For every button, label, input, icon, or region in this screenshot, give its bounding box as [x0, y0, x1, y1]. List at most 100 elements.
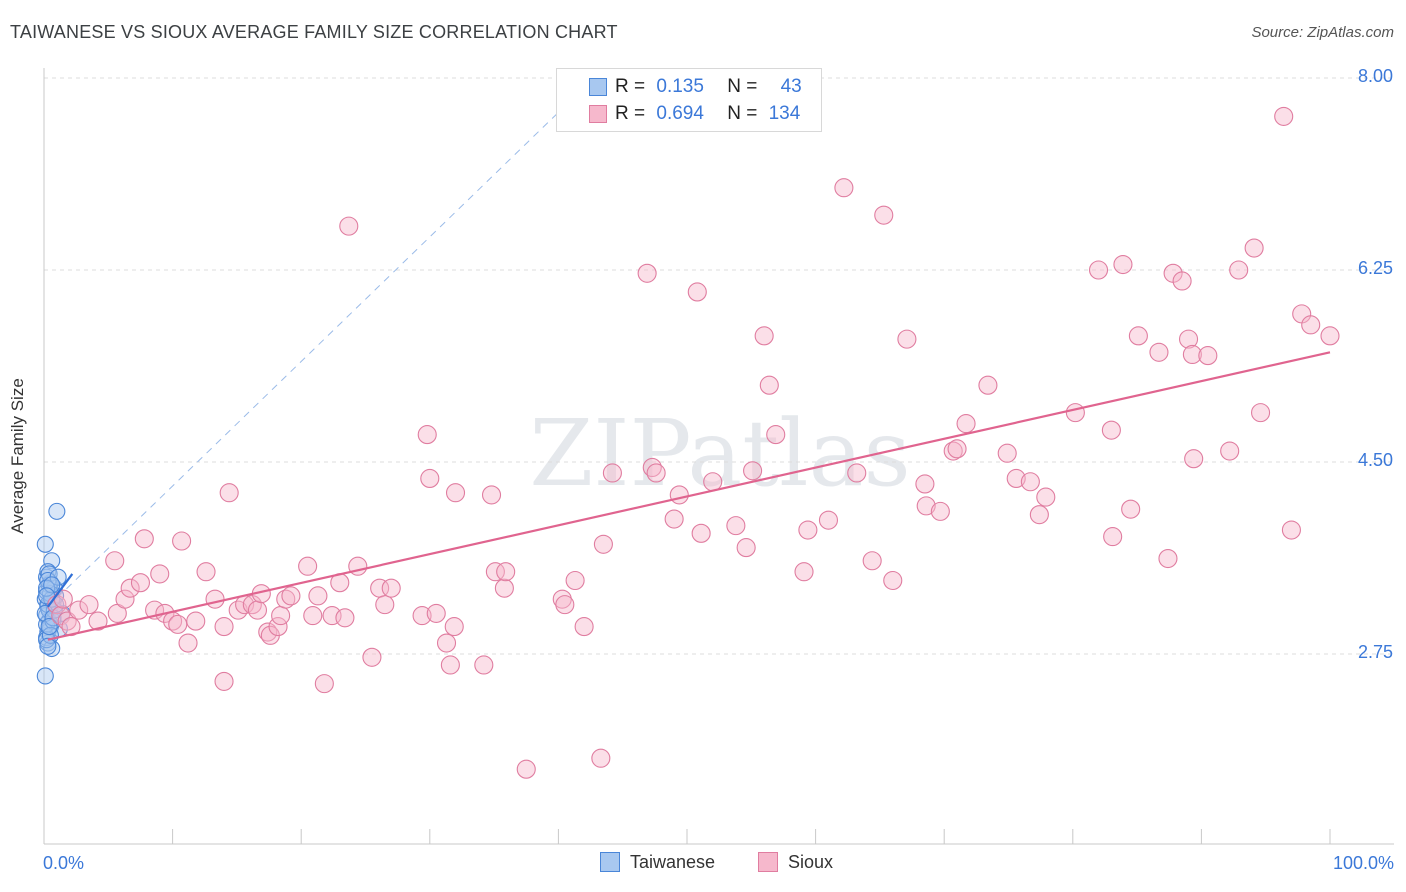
n-label: N = — [727, 76, 758, 97]
sioux-points — [47, 106, 1340, 779]
sioux-point — [1065, 403, 1085, 423]
sioux-point — [339, 216, 359, 236]
y-tick-label: 2.75 — [1357, 642, 1393, 662]
sioux-swatch — [589, 105, 607, 123]
taiwanese-trend-dashed — [47, 99, 572, 608]
taiwanese-trend-extension — [47, 99, 572, 608]
sioux-point — [375, 595, 395, 615]
sioux-point — [381, 578, 401, 598]
sioux-point — [314, 674, 334, 694]
sioux-point — [420, 468, 440, 489]
sioux-point — [997, 443, 1017, 463]
sioux-point — [1301, 315, 1321, 335]
sioux-point — [834, 178, 854, 198]
r-label: R = — [615, 76, 646, 97]
taiwanese-point — [43, 552, 61, 570]
taiwanese-points — [36, 502, 71, 685]
sioux-point — [1184, 449, 1204, 469]
axes — [43, 68, 1394, 845]
sioux-point — [436, 633, 457, 653]
sioux-point — [105, 551, 125, 571]
sioux-point — [862, 551, 882, 571]
sioux-point — [271, 606, 291, 626]
sioux-point — [214, 671, 234, 691]
sioux-point — [219, 483, 239, 503]
sioux-point — [1220, 441, 1240, 461]
sioux-point — [168, 614, 188, 634]
sioux-point — [1229, 260, 1249, 280]
sioux-point — [1244, 238, 1264, 258]
r-value: 0.135 — [656, 76, 704, 97]
sioux-point — [79, 595, 99, 615]
sioux-point — [1006, 468, 1026, 489]
sioux-point — [258, 622, 278, 642]
sioux-point — [766, 425, 786, 445]
sioux-swatch — [758, 852, 778, 872]
sioux-point — [1178, 329, 1199, 349]
sioux-point — [552, 589, 572, 609]
sioux-point — [130, 573, 150, 593]
sioux-point — [1088, 260, 1109, 280]
y-axis-label: Average Family Size — [8, 378, 27, 534]
legend-label: Taiwanese — [630, 852, 716, 872]
taiwanese-point — [40, 565, 58, 583]
taiwanese-point — [36, 667, 54, 685]
sioux-point — [1172, 271, 1192, 291]
sioux-point — [1274, 106, 1294, 126]
sioux-point — [883, 570, 903, 591]
sioux-point — [134, 529, 154, 549]
sioux-point — [1128, 326, 1148, 346]
sioux-point — [1320, 326, 1340, 346]
watermark: ZIPatlas — [529, 400, 910, 507]
sioux-point — [196, 562, 216, 582]
taiwanese-point — [39, 637, 57, 655]
gridlines — [44, 77, 1394, 655]
sioux-point — [743, 461, 763, 481]
sioux-point — [798, 520, 818, 540]
n-label: N = — [727, 103, 758, 124]
y-tick-label: 8.00 — [1357, 66, 1393, 86]
sioux-point — [494, 578, 514, 598]
trend-lines — [46, 351, 1331, 641]
sioux-point — [978, 375, 998, 395]
sioux-point — [736, 538, 756, 558]
x-tick-label-min: 0.0% — [43, 853, 85, 873]
sioux-point — [847, 463, 867, 483]
sioux-point — [120, 578, 140, 598]
sioux-point — [646, 463, 666, 483]
sioux-point — [298, 556, 318, 576]
sioux-point — [335, 608, 355, 628]
sioux-trend-line — [47, 351, 1331, 641]
sioux-point — [1020, 472, 1040, 492]
source-label: Source: ZipAtlas.com — [1251, 24, 1394, 41]
sioux-point — [178, 633, 198, 653]
sioux-point — [440, 655, 460, 675]
n-value: 43 — [780, 76, 802, 97]
chart-title: TAIWANESE VS SIOUX AVERAGE FAMILY SIZE C… — [10, 22, 618, 42]
taiwanese-point — [43, 576, 61, 594]
sioux-point — [565, 570, 585, 591]
r-value: 0.694 — [656, 103, 704, 124]
taiwanese-point — [48, 502, 66, 520]
sioux-point — [115, 589, 135, 609]
sioux-point — [1149, 342, 1169, 362]
sioux-point — [1113, 254, 1133, 275]
sioux-point — [591, 748, 611, 768]
sioux-point — [1121, 499, 1141, 519]
sioux-point — [1103, 527, 1123, 547]
sioux-point — [444, 617, 464, 637]
sioux-point — [947, 439, 967, 459]
sioux-point — [412, 606, 432, 626]
sioux-point — [642, 457, 662, 478]
sioux-point — [555, 595, 575, 615]
sioux-point — [1281, 520, 1301, 540]
sioux-point — [637, 263, 657, 283]
taiwanese-swatch — [589, 78, 607, 96]
sioux-point — [1198, 346, 1218, 366]
legend-item-taiwanese: Taiwanese — [600, 852, 715, 873]
sioux-point — [1101, 420, 1121, 440]
sioux-point — [172, 531, 192, 551]
sioux-point — [303, 606, 323, 626]
sioux-point — [818, 510, 839, 530]
